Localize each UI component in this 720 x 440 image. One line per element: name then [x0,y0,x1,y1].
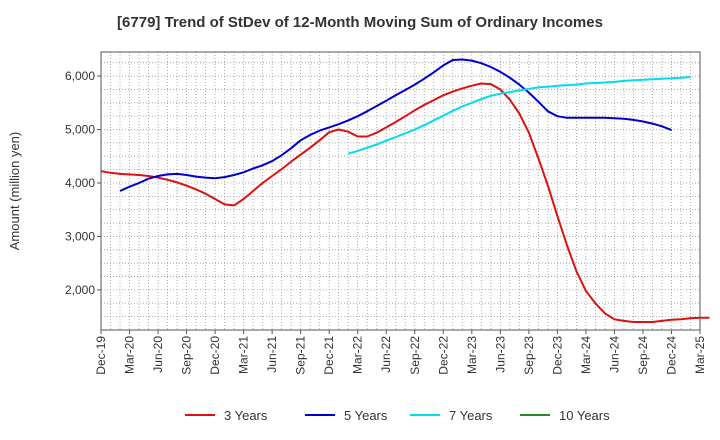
series-line-2 [347,76,691,155]
x-tick-label: Jun-21 [265,336,279,373]
x-tick-label: Jun-23 [493,336,507,373]
x-tick-label: Dec-19 [94,336,108,375]
series-line-1 [119,58,672,192]
y-tick-label: 4,000 [65,176,95,190]
x-tick-label: Dec-23 [550,336,564,375]
x-tick-label: Mar-22 [351,336,365,374]
x-tick-label: Dec-20 [208,336,222,375]
grid-vertical [110,52,691,330]
x-tick-label: Mar-21 [237,336,251,374]
x-tick-label: Jun-22 [379,336,393,373]
x-tick-label: Mar-20 [123,336,137,374]
y-tick-label: 6,000 [65,69,95,83]
x-tick-labels: Dec-19 Mar-20 Jun-20 Sep-20 Dec-20 Mar-21 Jun-… [94,330,707,375]
legend: 3 Years 5 Years 7 Years 10 Years [185,408,610,423]
y-tick-labels: 2,000 3,000 4,000 5,000 6,000 [65,69,101,297]
x-tick-label: Sep-22 [408,336,422,375]
grid-horizontal [101,62,700,318]
x-tick-label: Sep-20 [180,336,194,375]
plot-frame [100,51,701,331]
x-tick-label: Dec-22 [436,336,450,375]
y-tick-label: 3,000 [65,229,95,243]
x-tick-label: Mar-25 [693,336,707,374]
x-tick-label: Mar-23 [465,336,479,374]
chart-title: [6779] Trend of StDev of 12-Month Moving… [117,14,603,31]
x-tick-label: Sep-21 [294,336,308,375]
x-tick-label: Jun-20 [151,336,165,373]
legend-label-0: 3 Years [224,408,268,423]
x-tick-label: Sep-24 [636,336,650,375]
series-group [100,58,710,323]
y-axis-label: Amount (million yen) [7,132,22,251]
legend-label-2: 7 Years [449,408,493,423]
x-tick-label: Mar-24 [579,336,593,374]
x-tick-label: Sep-23 [522,336,536,375]
legend-label-1: 5 Years [344,408,388,423]
legend-label-3: 10 Years [559,408,610,423]
y-tick-label: 2,000 [65,283,95,297]
y-tick-label: 5,000 [65,123,95,137]
x-tick-label: Dec-24 [664,336,678,375]
series-line-0 [100,82,710,323]
x-tick-label: Dec-21 [322,336,336,375]
x-tick-label: Jun-24 [607,336,621,373]
